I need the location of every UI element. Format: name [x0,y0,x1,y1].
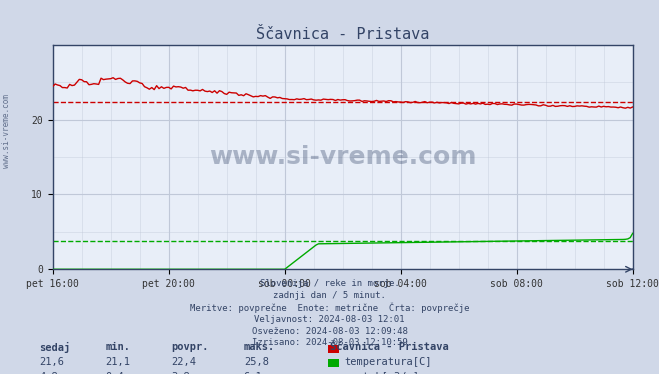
Text: Veljavnost: 2024-08-03 12:01: Veljavnost: 2024-08-03 12:01 [254,315,405,324]
Text: 3,8: 3,8 [171,372,190,374]
Text: maks.: maks. [244,342,275,352]
Title: Ščavnica - Pristava: Ščavnica - Pristava [256,27,430,42]
Text: sedaj: sedaj [40,342,71,353]
Text: 4,8: 4,8 [40,372,58,374]
Text: 6,1: 6,1 [244,372,262,374]
Text: Slovenija / reke in morje.: Slovenija / reke in morje. [260,279,399,288]
Text: 22,4: 22,4 [171,357,196,367]
Text: www.si-vreme.com: www.si-vreme.com [2,94,11,168]
Text: Izrisano: 2024-08-03 12:10:59: Izrisano: 2024-08-03 12:10:59 [252,338,407,347]
Text: pretok[m3/s]: pretok[m3/s] [344,372,419,374]
Text: Meritve: povprečne  Enote: metrične  Črta: povprečje: Meritve: povprečne Enote: metrične Črta:… [190,303,469,313]
Text: 25,8: 25,8 [244,357,269,367]
Text: 21,6: 21,6 [40,357,65,367]
Text: min.: min. [105,342,130,352]
Text: povpr.: povpr. [171,342,209,352]
Text: zadnji dan / 5 minut.: zadnji dan / 5 minut. [273,291,386,300]
Text: www.si-vreme.com: www.si-vreme.com [209,145,476,169]
Text: 0,4: 0,4 [105,372,124,374]
Text: Osveženo: 2024-08-03 12:09:48: Osveženo: 2024-08-03 12:09:48 [252,327,407,335]
Text: temperatura[C]: temperatura[C] [344,357,432,367]
Text: Ščavnica - Pristava: Ščavnica - Pristava [330,342,448,352]
Text: 21,1: 21,1 [105,357,130,367]
